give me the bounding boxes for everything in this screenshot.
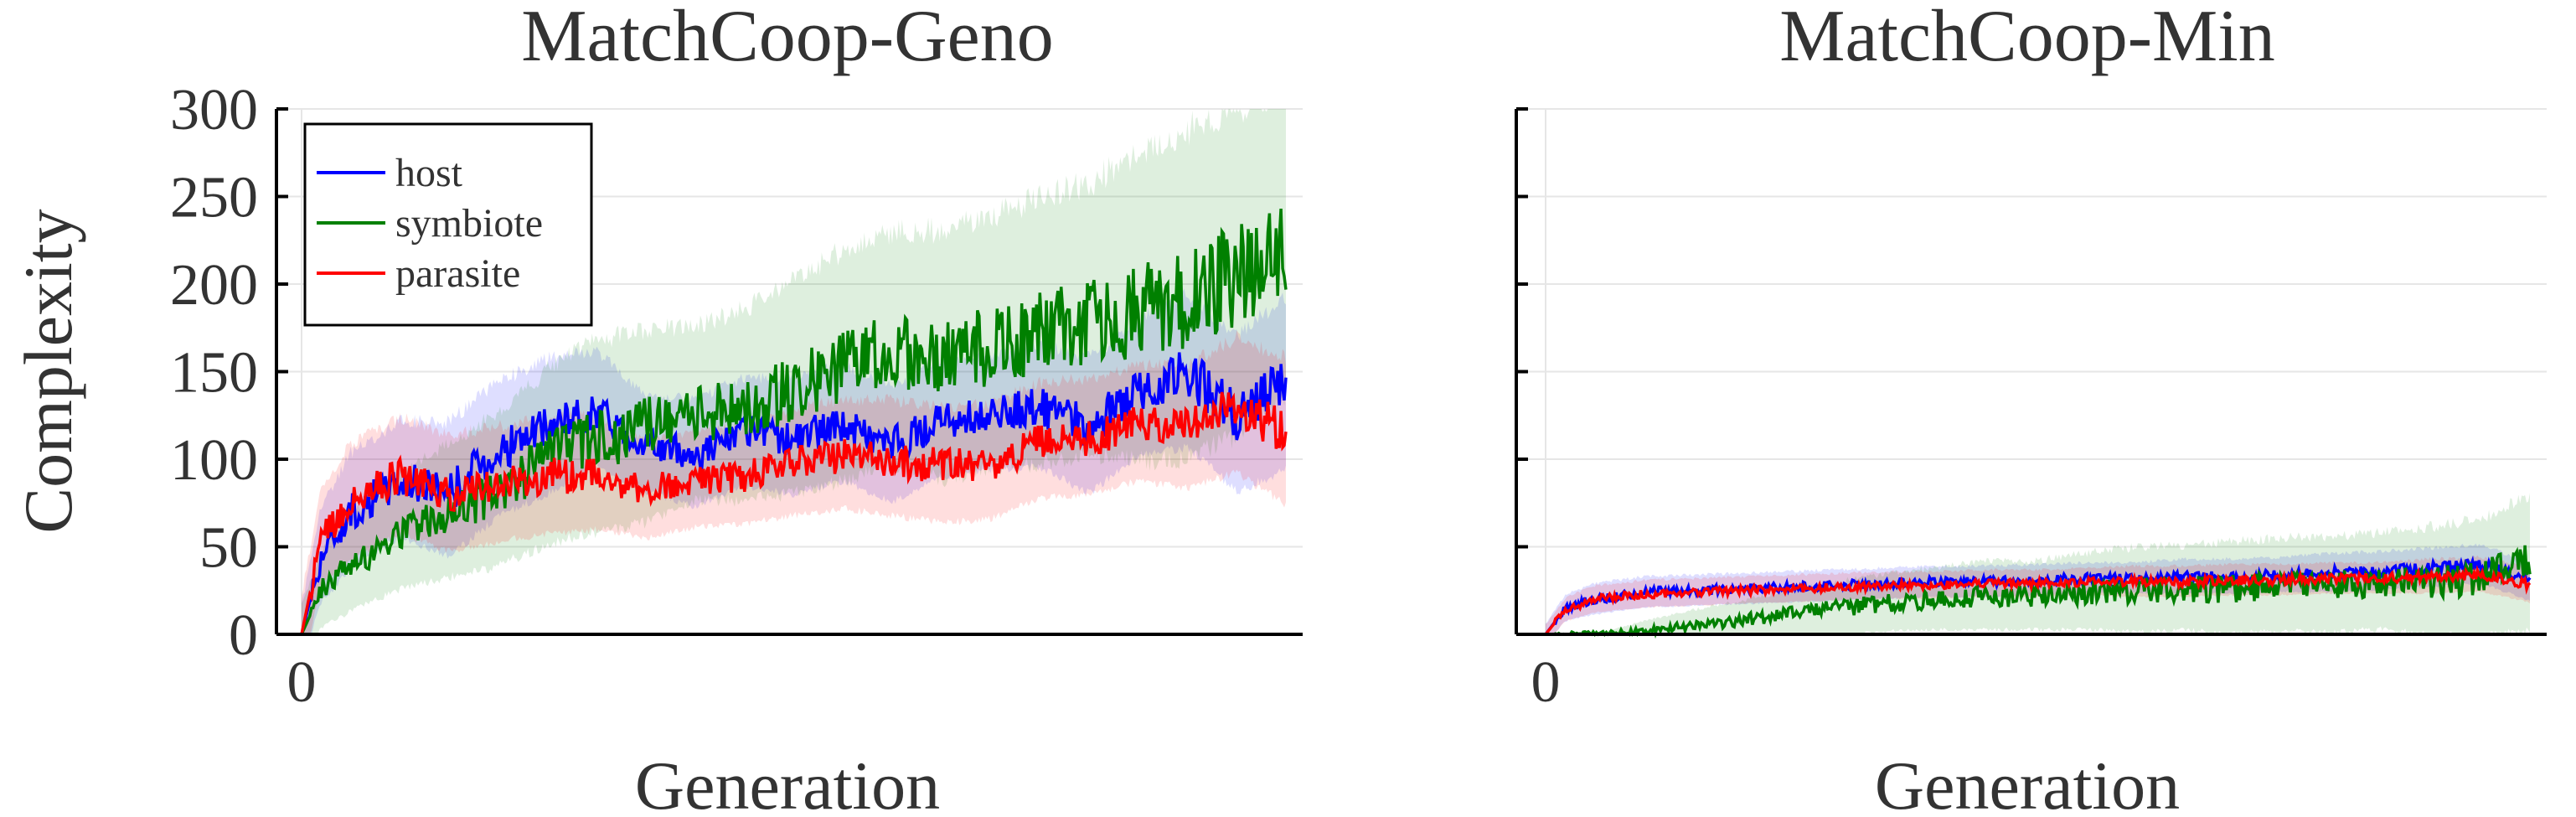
y-tick-label: 250 — [170, 166, 258, 230]
legend-label-host: host — [395, 151, 463, 195]
y-tick-marks — [1516, 107, 1528, 636]
y-tick-labels: 0 50 100 150 200 250 300 — [170, 78, 288, 668]
series-lines — [1544, 545, 2532, 639]
chart-title: MatchCoop-Geno — [521, 0, 1053, 77]
series-line-parasite — [1544, 565, 2532, 636]
grid — [1516, 108, 2547, 634]
y-axis-label: Complexity — [10, 209, 86, 533]
panel-matchcoop-min: MatchCoop-Min 0 Generation — [1515, 0, 2547, 817]
confidence-bands — [1546, 493, 2530, 634]
series-lines — [300, 209, 1288, 635]
x-tick-label: 0 — [287, 650, 317, 715]
legend-label-symbiote: symbiote — [395, 201, 543, 246]
panel-matchcoop-geno: MatchCoop-Geno 0 50 100 150 200 250 300 0 Gene… — [10, 0, 1303, 817]
x-tick-labels: 0 — [1531, 650, 1561, 715]
legend: host symbiote parasite — [303, 122, 593, 327]
y-tick-label: 0 — [229, 603, 258, 668]
y-tick-label: 300 — [170, 78, 258, 142]
x-tick-label: 0 — [1531, 650, 1561, 715]
y-tick-label: 100 — [170, 428, 258, 493]
y-tick-label: 50 — [199, 516, 258, 581]
series-line-symbiote — [300, 209, 1288, 635]
x-axis-label: Generation — [1875, 747, 2180, 817]
y-tick-label: 200 — [170, 253, 258, 318]
x-tick-labels: 0 — [287, 650, 317, 715]
confidence-band-host — [302, 288, 1286, 634]
y-tick-label: 150 — [170, 341, 258, 406]
chart-title: MatchCoop-Min — [1779, 0, 2275, 77]
legend-label-parasite: parasite — [395, 251, 520, 296]
series-line-parasite — [300, 391, 1288, 635]
x-axis-label: Generation — [635, 747, 940, 817]
confidence-band-symbiote — [1546, 493, 2530, 634]
